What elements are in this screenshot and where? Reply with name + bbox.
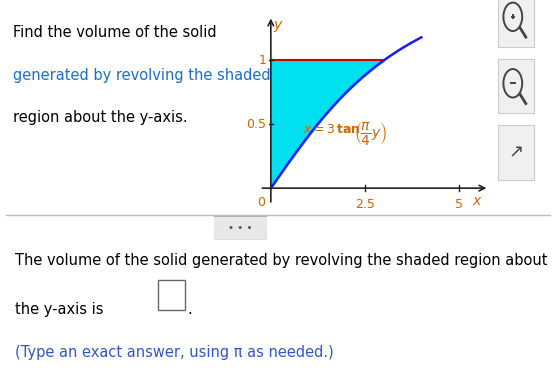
Text: the y-axis is: the y-axis is bbox=[15, 302, 104, 317]
Text: $\left(\dfrac{\pi}{4}y\right)$: $\left(\dfrac{\pi}{4}y\right)$ bbox=[354, 120, 387, 147]
Text: 0.5: 0.5 bbox=[246, 118, 266, 131]
Text: y: y bbox=[274, 18, 282, 32]
Text: region about the y-axis.: region about the y-axis. bbox=[13, 110, 187, 125]
FancyBboxPatch shape bbox=[211, 216, 270, 240]
Text: • • •: • • • bbox=[228, 223, 253, 233]
Text: x: x bbox=[472, 194, 480, 208]
Text: The volume of the solid generated by revolving the shaded region about: The volume of the solid generated by rev… bbox=[15, 253, 548, 268]
Text: 1: 1 bbox=[259, 54, 266, 67]
Text: Find the volume of the solid: Find the volume of the solid bbox=[13, 25, 216, 40]
Text: 2.5: 2.5 bbox=[355, 198, 375, 212]
Text: $x = 3\,\mathbf{tan}$: $x = 3\,\mathbf{tan}$ bbox=[303, 123, 360, 136]
Text: 0: 0 bbox=[257, 196, 266, 209]
FancyBboxPatch shape bbox=[158, 280, 185, 310]
Text: .: . bbox=[187, 302, 192, 317]
Text: ↗: ↗ bbox=[508, 143, 523, 161]
Text: 5: 5 bbox=[455, 198, 463, 212]
Text: (Type an exact answer, using π as needed.): (Type an exact answer, using π as needed… bbox=[15, 346, 334, 361]
Text: generated by revolving the shaded: generated by revolving the shaded bbox=[13, 68, 271, 83]
